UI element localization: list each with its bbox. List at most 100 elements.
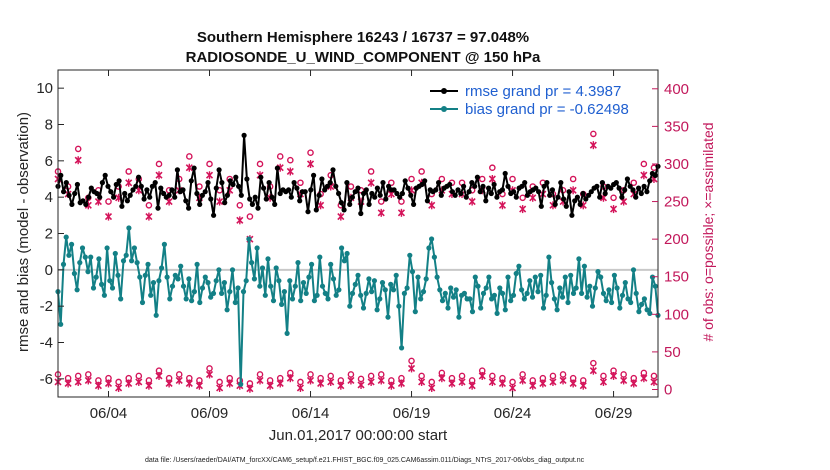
rmse-series-point	[447, 181, 453, 188]
rmse-series-point	[302, 189, 308, 195]
rmse-series-point	[205, 180, 211, 186]
bias-series-point	[559, 294, 566, 300]
assimilated-obs-marker	[539, 379, 547, 388]
chart-title-line2: RADIOSONDE_U_WIND_COMPONENT @ 150 hPa	[186, 49, 541, 66]
bias-series-point	[598, 274, 604, 280]
bias-series-point	[396, 303, 402, 309]
assimilated-obs-marker	[286, 374, 294, 383]
bias-series-point	[210, 290, 217, 296]
bias-series-point	[418, 296, 424, 302]
bias-series-point	[63, 234, 69, 240]
possible-obs-marker	[256, 160, 264, 168]
rmse-series-point	[547, 192, 553, 198]
bias-series-point	[390, 287, 397, 293]
assimilated-obs-marker	[407, 364, 416, 373]
rmse-series-point	[569, 212, 575, 218]
rmse-series-point	[144, 187, 150, 193]
assimilated-obs-marker	[135, 377, 143, 386]
bias-series-point	[309, 261, 315, 267]
rmse-series-point	[433, 187, 439, 193]
assimilated-obs-marker	[620, 376, 628, 385]
rmse-series-point	[455, 187, 461, 193]
assimilated-obs-marker	[216, 197, 224, 206]
assimilated-obs-marker	[579, 381, 587, 390]
bias-series-point	[314, 292, 320, 298]
assimilated-obs-marker	[266, 381, 274, 390]
legend-rmse-marker	[441, 88, 447, 94]
bias-series-point	[409, 269, 416, 275]
bias-series-point	[339, 245, 345, 251]
assimilated-obs-marker	[448, 379, 456, 388]
bias-series-point	[289, 296, 296, 302]
bias-series-point	[202, 274, 208, 280]
possible-obs-marker	[236, 202, 244, 209]
bias-series-point	[630, 267, 637, 273]
possible-obs-marker	[478, 175, 486, 183]
bias-series-point	[652, 283, 658, 289]
bias-series-point	[587, 283, 593, 289]
rmse-series-point	[194, 190, 200, 197]
rmse-series-point	[72, 190, 78, 197]
bias-series-point	[358, 292, 364, 298]
assimilated-obs-marker	[317, 379, 325, 388]
rmse-series-point	[411, 201, 417, 207]
rmse-series-point	[105, 183, 111, 189]
y-tick-label: 10	[36, 80, 53, 97]
rmse-series-point	[397, 194, 403, 200]
rmse-series-point	[408, 192, 414, 198]
bias-series-point	[636, 309, 642, 315]
rmse-series-point	[491, 181, 497, 188]
assimilated-obs-marker	[84, 376, 92, 385]
assimilated-obs-marker	[306, 159, 315, 168]
rmse-series-point	[452, 192, 458, 198]
rmse-series-point	[583, 196, 589, 202]
rmse-series-point	[122, 190, 128, 197]
bias-series-point	[69, 241, 75, 247]
assimilated-obs-marker	[549, 377, 557, 386]
bias-series-point	[415, 274, 421, 280]
bias-series-point	[609, 299, 615, 306]
rmse-series-point	[488, 190, 494, 197]
assimilated-obs-marker	[226, 379, 234, 388]
rmse-series-point	[572, 198, 578, 204]
assimilated-obs-marker	[488, 175, 496, 183]
assimilated-obs-marker	[347, 376, 355, 385]
bias-series-point	[508, 298, 514, 304]
possible-obs-marker	[569, 175, 577, 183]
rmse-series-point	[286, 187, 292, 193]
bias-series-point	[235, 285, 241, 291]
rmse-series-point	[486, 185, 492, 191]
rmse-series-point	[191, 165, 197, 171]
bias-series-point	[565, 299, 571, 306]
assimilated-obs-marker	[115, 383, 123, 392]
rmse-series-point	[63, 180, 69, 186]
rmse-series-point	[227, 178, 233, 184]
assimilated-obs-marker	[74, 156, 82, 165]
legend: rmse grand pr = 4.3987 bias grand pr = -…	[430, 83, 629, 118]
possible-obs-marker	[74, 145, 82, 153]
possible-obs-marker	[105, 198, 112, 205]
possible-obs-marker	[145, 202, 153, 209]
bias-series-point	[472, 274, 478, 280]
bias-series-point	[535, 289, 541, 295]
possible-obs-marker	[206, 160, 213, 168]
rmse-series-point	[633, 194, 639, 200]
bias-series-point	[82, 254, 88, 260]
rmse-series-point	[594, 183, 600, 189]
rmse-series-point	[333, 183, 339, 189]
rmse-series-point	[558, 180, 564, 186]
bias-series-point	[352, 281, 358, 287]
rmse-series-point	[358, 210, 364, 217]
assimilated-obs-marker	[327, 377, 335, 386]
rmse-series-point	[252, 194, 258, 200]
bias-series-point	[450, 294, 457, 300]
bias-series-point	[161, 241, 167, 247]
bias-series-point	[502, 307, 508, 313]
assimilated-obs-marker	[104, 379, 113, 388]
bias-series-point	[150, 280, 157, 286]
rmse-series-point	[186, 205, 192, 211]
possible-obs-marker	[640, 160, 648, 168]
assimilated-obs-marker	[94, 381, 102, 390]
rmse-series-point	[630, 187, 636, 193]
bias-series-point	[584, 294, 590, 300]
